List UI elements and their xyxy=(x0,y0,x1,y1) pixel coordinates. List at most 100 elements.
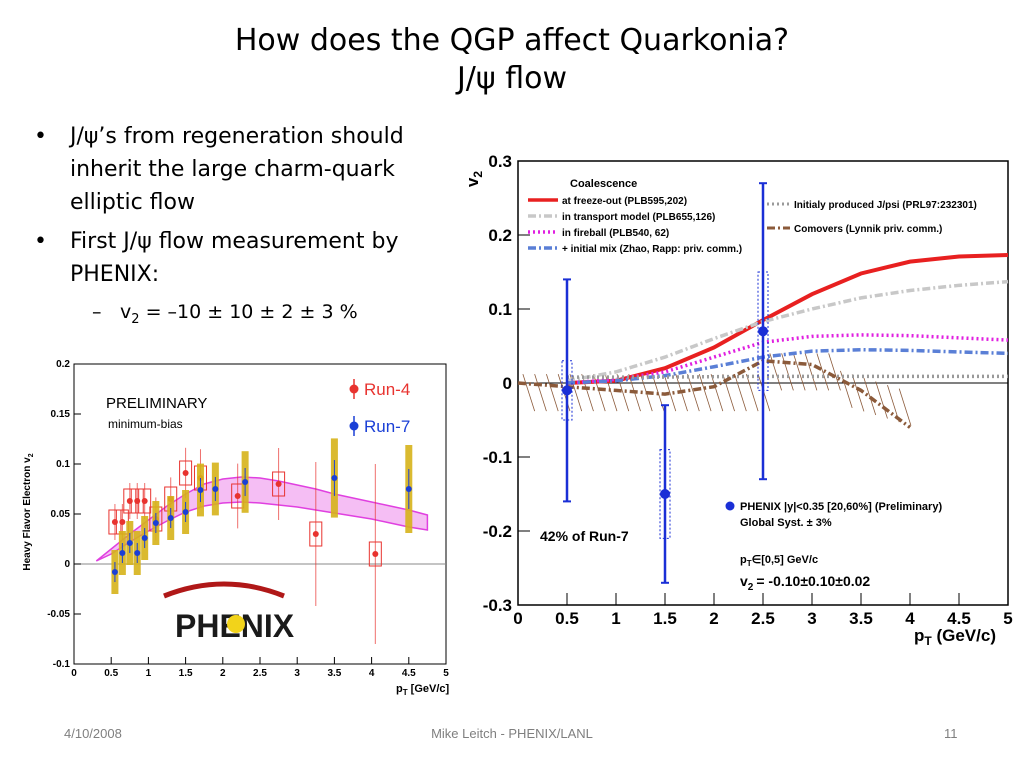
x-tick-label: 0.5 xyxy=(555,609,579,628)
x-tick-label: 2 xyxy=(709,609,718,628)
phenix-legend-marker xyxy=(725,501,735,511)
bullet-item: • J/ψ’s from regeneration should inherit… xyxy=(28,120,468,219)
coalescence-legend: Coalescence at freeze-out (PLB595,202) in… xyxy=(528,178,977,255)
legend-run7-label: Run-7 xyxy=(364,417,410,436)
run7-point xyxy=(331,475,338,481)
legend-run4-label: Run-4 xyxy=(364,380,410,399)
y-axis-title: Heavy Flavor Electron v2 xyxy=(22,453,35,570)
sub-bullet-value: = –10 ± 10 ± 2 ± 3 % xyxy=(139,301,358,323)
x-tick-label: 0 xyxy=(71,668,77,679)
logo-swoosh xyxy=(163,581,285,599)
run7-point xyxy=(141,535,148,541)
sub-bullet-subscript: 2 xyxy=(131,311,140,327)
v2-result-label: v2 = -0.10±0.10±0.02 xyxy=(740,573,870,593)
y-tick-label: -0.3 xyxy=(483,596,512,615)
logo-star-icon xyxy=(227,615,245,633)
phenix-logo: PHENIX xyxy=(163,581,295,644)
y-tick-label: 0.2 xyxy=(56,359,70,370)
comovers-hatch-line xyxy=(804,353,818,391)
comovers-hatch-line xyxy=(546,373,559,412)
legend-label: Comovers (Lynnik priv. comm.) xyxy=(794,224,942,235)
global-syst-label: Global Syst. ± 3% xyxy=(740,517,832,529)
minimum-bias-label: minimum-bias xyxy=(108,417,183,431)
y-tick-label: -0.2 xyxy=(483,522,512,541)
plot-area: 0 0.5 1 1.5 2 2.5 3 3.5 4 4.5 5 -0.3 -0.2 -0.1 0 0.1 0.2… xyxy=(483,152,1013,628)
sub-bullet-prefix: v xyxy=(120,301,132,323)
bullet-text: J/ψ’s from regeneration should inherit t… xyxy=(70,124,404,215)
y-tick-label: -0.1 xyxy=(483,448,512,467)
legend-label: in transport model (PLB655,126) xyxy=(562,212,715,223)
comovers-hatch-line xyxy=(663,373,677,412)
y-tick-label: -0.1 xyxy=(53,659,71,670)
footer-author: Mike Leitch - PHENIX/LANL xyxy=(431,726,593,741)
x-axis-title: pT (GeV/c) xyxy=(914,626,996,648)
legend-label: in fireball (PLB540, 62) xyxy=(562,228,669,239)
x-tick-label: 0 xyxy=(513,609,522,628)
comovers-hatch-line xyxy=(687,373,700,412)
chart-background xyxy=(14,352,460,698)
y-tick-label: 0.05 xyxy=(51,509,71,520)
run4-point xyxy=(275,481,282,487)
phenix-point xyxy=(758,326,768,337)
comovers-band xyxy=(522,353,912,426)
x-tick-label: 2 xyxy=(220,668,226,679)
comovers-hatch-line xyxy=(710,373,724,412)
y-tick-label: 0.1 xyxy=(56,459,70,470)
run4-point xyxy=(234,493,241,499)
x-tick-label: 2.5 xyxy=(253,668,267,679)
legend: Run-4 Run-7 xyxy=(349,379,410,436)
x-tick-label: 0.5 xyxy=(104,668,118,679)
sub-bullet-item: – v2 = –10 ± 10 ± 2 ± 3 % xyxy=(28,297,468,335)
comovers-hatch-line xyxy=(875,381,888,419)
run-fraction-label: 42% of Run-7 xyxy=(540,528,629,544)
theory-curve xyxy=(566,347,1009,385)
run7-point xyxy=(182,509,189,515)
x-tick-label: 1.5 xyxy=(179,668,193,679)
x-tick-label: 1.5 xyxy=(653,609,677,628)
comovers-hatch-line xyxy=(781,353,794,391)
comovers-hatch-line xyxy=(828,353,841,391)
legend-right: Initialy produced J/psi (PRL97:232301) Co… xyxy=(767,200,977,235)
comovers-hatch-line xyxy=(851,374,865,412)
title-line-2: J/ψ flow xyxy=(456,61,568,96)
y-tick-label: 0.2 xyxy=(488,226,512,245)
x-tick-label: 3.5 xyxy=(849,609,873,628)
legend-run7-marker xyxy=(349,421,359,431)
legend-label: + initial mix (Zhao, Rapp: priv. comm.) xyxy=(562,244,742,255)
comovers-hatch-line xyxy=(734,373,747,412)
x-tick-label: 1 xyxy=(146,668,152,679)
legend-run4-marker xyxy=(349,384,359,394)
run7-point xyxy=(167,515,174,521)
legend-left: at freeze-out (PLB595,202) in transport m… xyxy=(528,196,742,255)
run7-point xyxy=(126,540,133,546)
run4-point xyxy=(111,519,118,525)
jpsi-v2-chart: 0 0.5 1 1.5 2 2.5 3 3.5 4 4.5 5 -0.3 -0.2 -0.1 0 0.1 0.2… xyxy=(462,143,1020,658)
bullet-text: First J/ψ flow measurement by PHENIX: xyxy=(70,229,399,287)
legend-label: at freeze-out (PLB595,202) xyxy=(562,196,687,207)
run7-point xyxy=(134,550,141,556)
y-tick-label: 0.1 xyxy=(488,300,512,319)
comovers-hatch-line xyxy=(522,373,536,412)
run4-point xyxy=(134,498,141,504)
phenix-legend-label: PHENIX |y|<0.35 [20,60%] (Preliminary) xyxy=(740,501,942,513)
comovers-hatch-line xyxy=(863,377,877,416)
x-tick-label: 1 xyxy=(611,609,620,628)
comovers-hatch-line xyxy=(698,373,712,412)
phenix-point xyxy=(660,489,670,499)
comovers-hatch-line xyxy=(898,388,912,426)
footer-date: 4/10/2008 xyxy=(64,726,122,741)
comovers-hatch-line xyxy=(534,373,547,412)
legend-label: Initialy produced J/psi (PRL97:232301) xyxy=(794,200,977,211)
legend-title: Coalescence xyxy=(570,178,637,190)
theory-band xyxy=(95,476,429,562)
run4-point xyxy=(312,531,319,537)
x-tick-label: 5 xyxy=(1003,609,1012,628)
run7-point xyxy=(111,569,118,575)
x-tick-label: 2.5 xyxy=(751,609,775,628)
bullet-item: • First J/ψ flow measurement by PHENIX: xyxy=(28,225,468,291)
theory-curve xyxy=(517,359,912,429)
run4-point xyxy=(119,519,126,525)
run4-point xyxy=(372,551,379,557)
y-tick-label: 0 xyxy=(64,559,70,570)
theory-curve xyxy=(566,252,1009,385)
